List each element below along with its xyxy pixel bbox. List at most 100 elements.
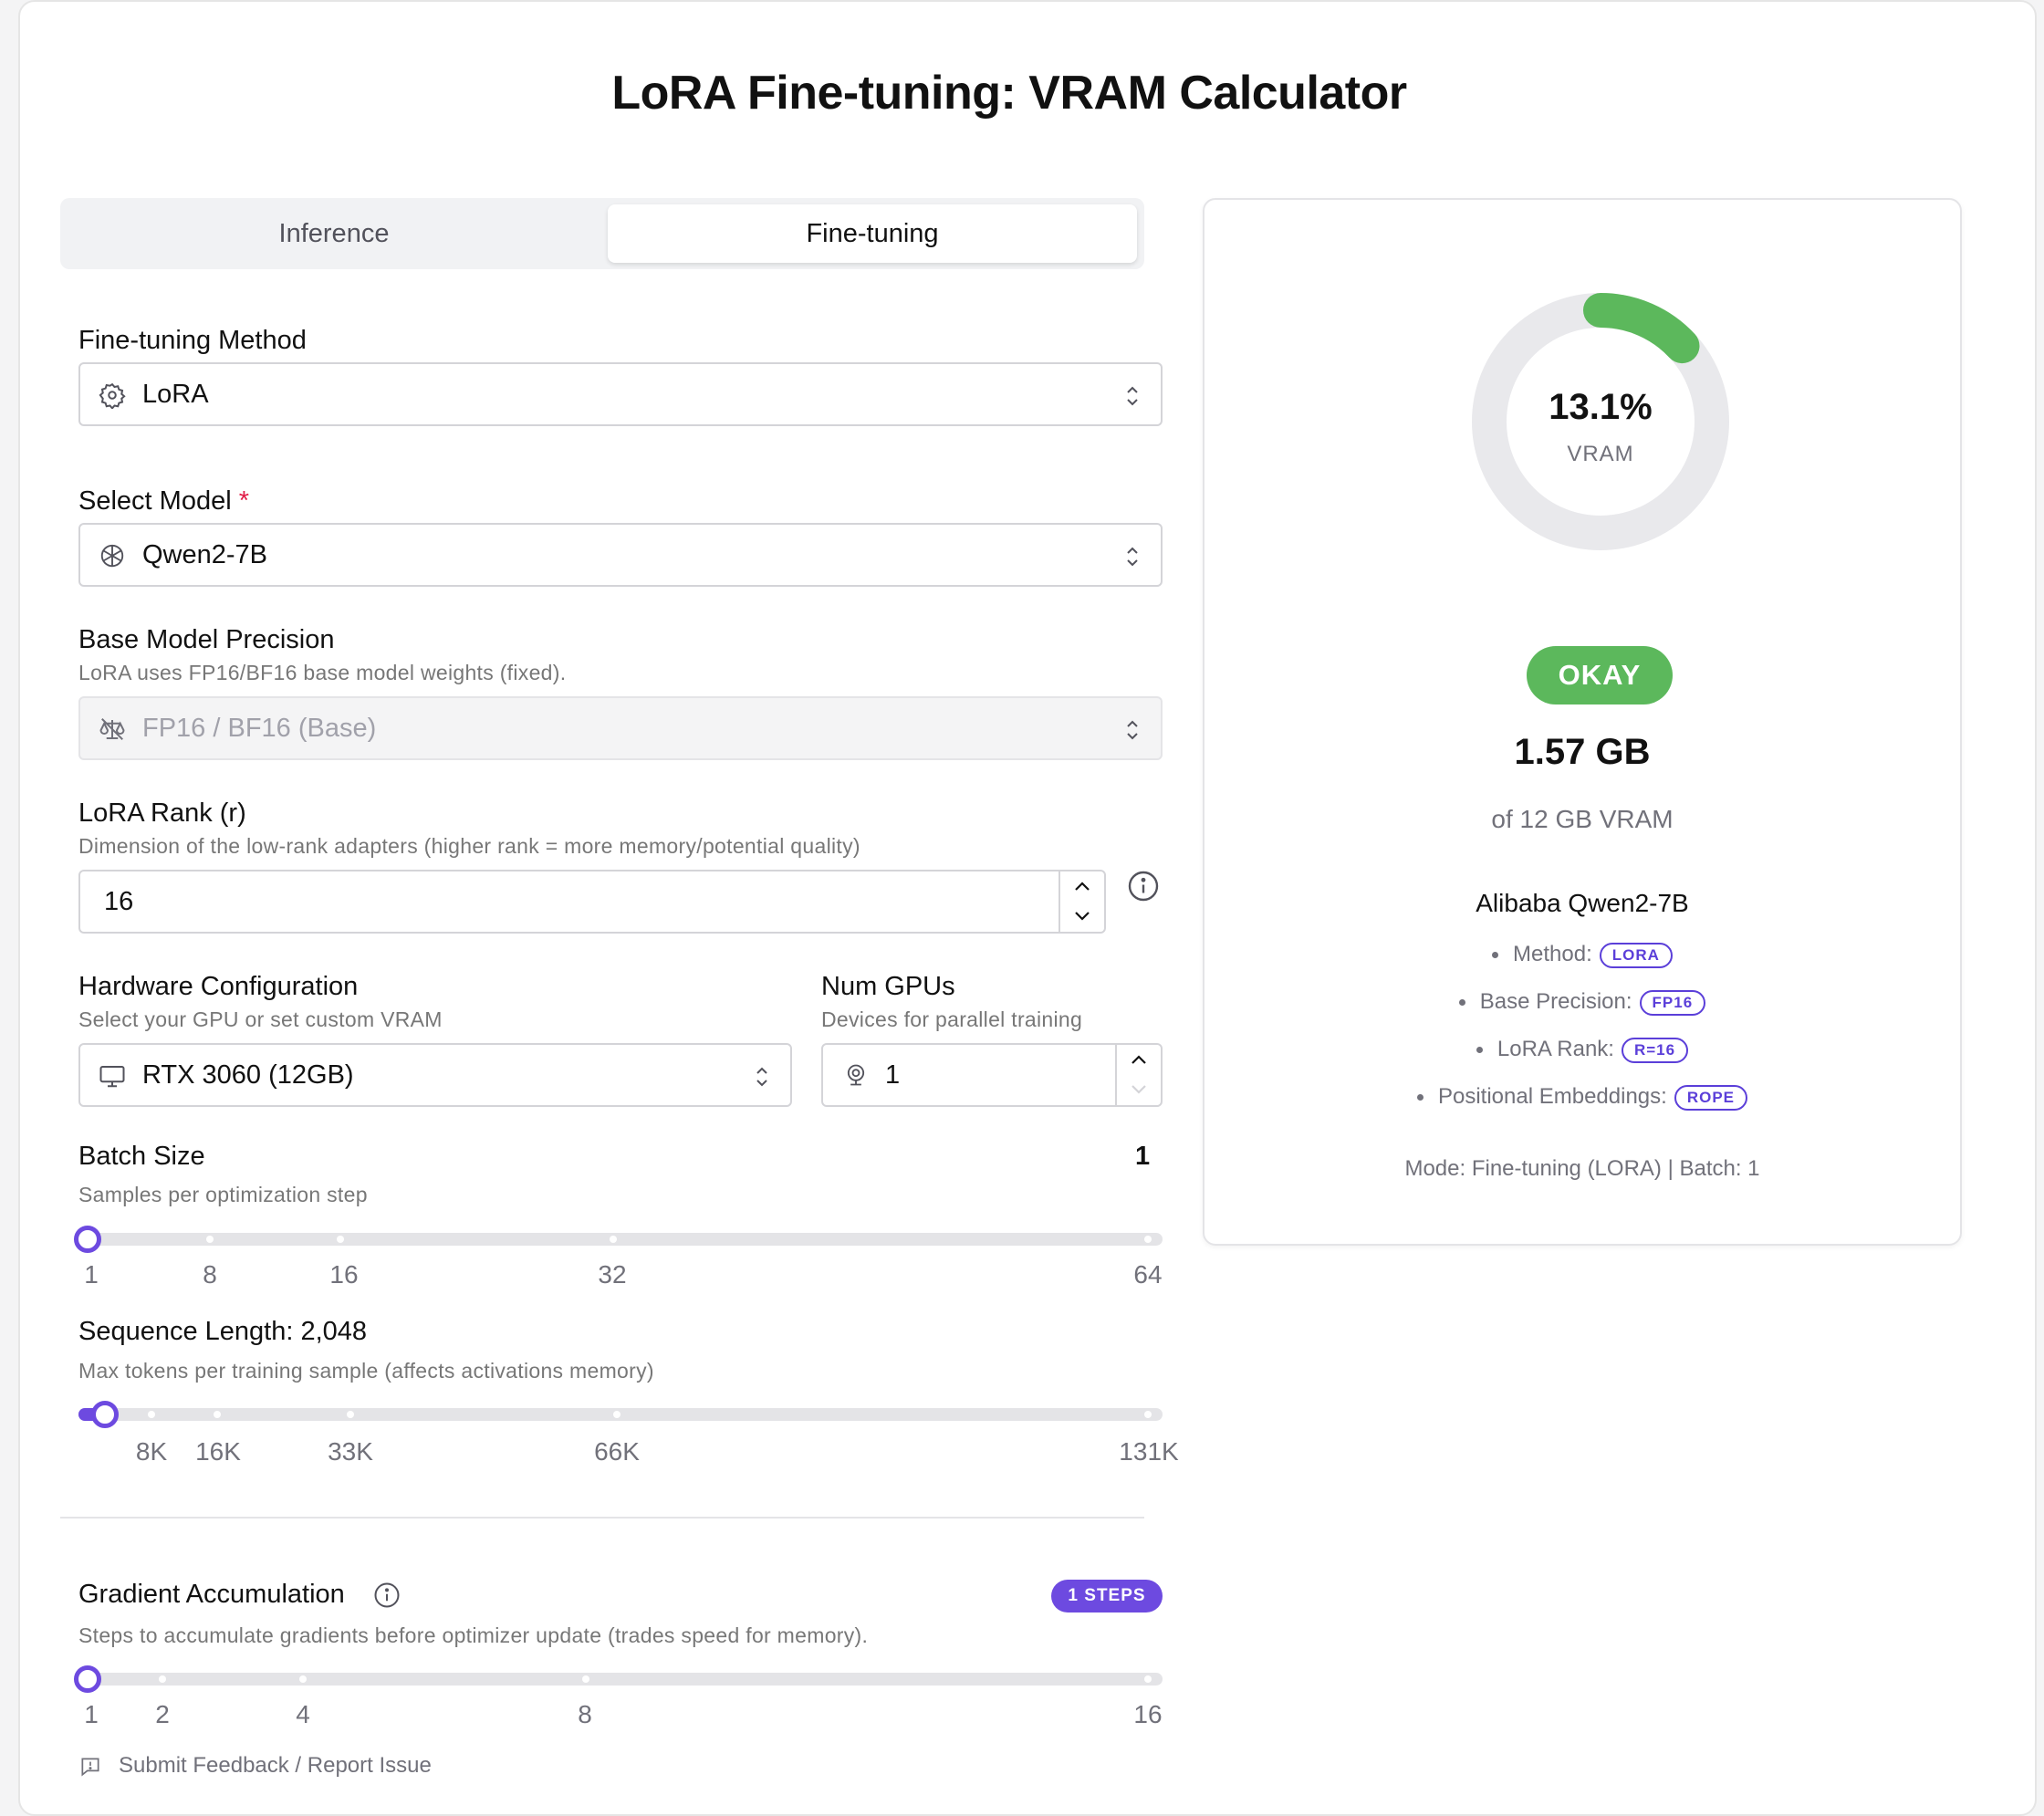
- seq-tick-label: 66K: [594, 1437, 640, 1466]
- seq-tick-label: 131K: [1119, 1437, 1179, 1466]
- feedback-text: Submit Feedback / Report Issue: [119, 1753, 432, 1778]
- precision-help: LoRA uses FP16/BF16 base model weights (…: [78, 661, 567, 684]
- batch-label: Batch Size: [78, 1142, 205, 1171]
- grad-tick-label: 4: [296, 1700, 310, 1728]
- batch-slider[interactable]: [74, 1226, 1163, 1253]
- scale-off-icon: [99, 718, 125, 740]
- detail-label: LoRA Rank:: [1496, 1037, 1614, 1061]
- model-name: Alibaba Qwen2-7B: [1476, 889, 1689, 917]
- grad-slider-thumb[interactable]: [74, 1665, 101, 1693]
- seq-tick-label: 8K: [135, 1437, 168, 1466]
- gauge-percent: 13.1%: [1549, 387, 1653, 427]
- slider-tick: [206, 1236, 214, 1243]
- rank-help: Dimension of the low-rank adapters (high…: [78, 834, 860, 858]
- precision-select: FP16 / BF16 (Base): [78, 696, 1163, 760]
- feedback-link[interactable]: Submit Feedback / Report Issue: [78, 1753, 432, 1779]
- model-select[interactable]: Qwen2-7B: [78, 523, 1163, 587]
- info-icon[interactable]: [1127, 870, 1160, 903]
- increment-icon[interactable]: [1060, 871, 1104, 902]
- gpus-input[interactable]: 1: [821, 1043, 1163, 1107]
- seq-label: Sequence Length: 2,048: [78, 1317, 368, 1346]
- vram-used: 1.57 GB: [1514, 732, 1651, 772]
- detail-tag: R=16: [1621, 1037, 1689, 1063]
- tab-fine-tuning[interactable]: Fine-tuning: [608, 204, 1137, 263]
- status-badge: OKAY: [1527, 646, 1673, 704]
- seq-slider-thumb[interactable]: [91, 1401, 119, 1428]
- gpu-select[interactable]: RTX 3060 (12GB): [78, 1043, 792, 1107]
- mode-tabs: Inference Fine-tuning: [60, 198, 1144, 269]
- webcam-icon: [847, 1064, 865, 1086]
- steps-badge: 1 STEPS: [1051, 1580, 1163, 1612]
- detail-label: Method:: [1513, 942, 1592, 966]
- slider-tick: [347, 1411, 354, 1418]
- mode-summary: Mode: Fine-tuning (LORA) | Batch: 1: [1404, 1156, 1760, 1181]
- monitor-icon: [99, 1066, 125, 1088]
- grad-tick-label: 1: [84, 1700, 99, 1728]
- hardware-help: Select your GPU or set custom VRAM: [78, 1007, 443, 1031]
- model-value: Qwen2-7B: [142, 540, 268, 569]
- grad-label: Gradient Accumulation: [78, 1580, 345, 1609]
- slider-tick: [148, 1411, 155, 1418]
- seq-tick-label: 16K: [195, 1437, 241, 1466]
- slider-tick: [1144, 1411, 1152, 1418]
- gpus-label: Num GPUs: [821, 972, 955, 1001]
- gauge-label: VRAM: [1567, 442, 1634, 466]
- model-label-text: Select Model: [78, 486, 232, 516]
- method-select[interactable]: LoRA: [78, 362, 1163, 426]
- detail-tag: FP16: [1639, 989, 1706, 1016]
- decrement-icon: [1132, 1085, 1146, 1094]
- grad-slider[interactable]: [74, 1665, 1163, 1693]
- chevron-updown-icon: [1127, 386, 1138, 406]
- seq-tick-label: 33K: [328, 1437, 373, 1466]
- slider-tick: [214, 1411, 221, 1418]
- vram-total: of 12 GB VRAM: [1491, 805, 1674, 833]
- batch-tick-label: 1: [84, 1260, 99, 1289]
- chevron-updown-icon: [756, 1067, 767, 1087]
- slider-tick: [159, 1675, 166, 1683]
- slider-tick: [1144, 1236, 1152, 1243]
- precision-label: Base Model Precision: [78, 625, 335, 654]
- slider-tick: [610, 1236, 617, 1243]
- method-value: LoRA: [142, 380, 209, 409]
- method-label: Fine-tuning Method: [78, 326, 307, 355]
- required-mark: *: [238, 486, 250, 516]
- detail-precision: Base Precision: FP16: [1203, 989, 1962, 1016]
- batch-tick-label: 64: [1133, 1260, 1163, 1289]
- page-title: LoRA Fine-tuning: VRAM Calculator: [611, 67, 1407, 120]
- gpu-value: RTX 3060 (12GB): [142, 1060, 354, 1090]
- rank-label: LoRA Rank (r): [78, 798, 246, 828]
- batch-value: 1: [1135, 1142, 1151, 1171]
- detail-method: Method: LORA: [1203, 942, 1962, 968]
- batch-tick-label: 16: [329, 1260, 359, 1289]
- detail-positional: Positional Embeddings: ROPE: [1203, 1084, 1962, 1111]
- seq-help: Max tokens per training sample (affects …: [78, 1359, 654, 1383]
- batch-tick-label: 32: [598, 1260, 627, 1289]
- rank-value: 16: [104, 887, 134, 916]
- hardware-label: Hardware Configuration: [78, 972, 359, 1001]
- detail-tag: ROPE: [1674, 1084, 1747, 1111]
- chevron-updown-icon: [1127, 720, 1138, 740]
- decrement-icon[interactable]: [1060, 902, 1104, 932]
- seq-slider[interactable]: [78, 1401, 1163, 1428]
- tab-inference[interactable]: Inference: [278, 219, 390, 248]
- message-alert-icon: [81, 1758, 99, 1777]
- openai-knot-icon: [100, 544, 124, 568]
- batch-tick-label: 8: [203, 1260, 217, 1289]
- increment-icon[interactable]: [1117, 1045, 1161, 1075]
- grad-tick-label: 8: [578, 1700, 592, 1728]
- grad-tick-label: 16: [1133, 1700, 1163, 1728]
- rank-stepper: [1058, 871, 1104, 932]
- batch-slider-thumb[interactable]: [74, 1226, 101, 1253]
- detail-rank: LoRA Rank: R=16: [1203, 1037, 1962, 1063]
- slider-tick: [613, 1411, 620, 1418]
- gpus-value: 1: [885, 1060, 901, 1090]
- info-icon[interactable]: [373, 1581, 401, 1609]
- slider-tick: [299, 1675, 307, 1683]
- gear-icon: [99, 382, 126, 409]
- rank-input[interactable]: 16: [78, 870, 1106, 934]
- chevron-updown-icon: [1127, 547, 1138, 567]
- result-panel: [1203, 198, 1962, 1246]
- grad-help: Steps to accumulate gradients before opt…: [78, 1623, 869, 1647]
- batch-help: Samples per optimization step: [78, 1183, 368, 1206]
- model-label: Select Model *: [78, 486, 249, 517]
